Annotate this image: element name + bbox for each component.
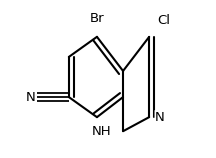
Text: Br: Br xyxy=(90,12,104,25)
Text: Cl: Cl xyxy=(157,14,170,27)
Text: N: N xyxy=(26,91,36,104)
Text: N: N xyxy=(155,111,165,124)
Text: NH: NH xyxy=(91,125,111,138)
